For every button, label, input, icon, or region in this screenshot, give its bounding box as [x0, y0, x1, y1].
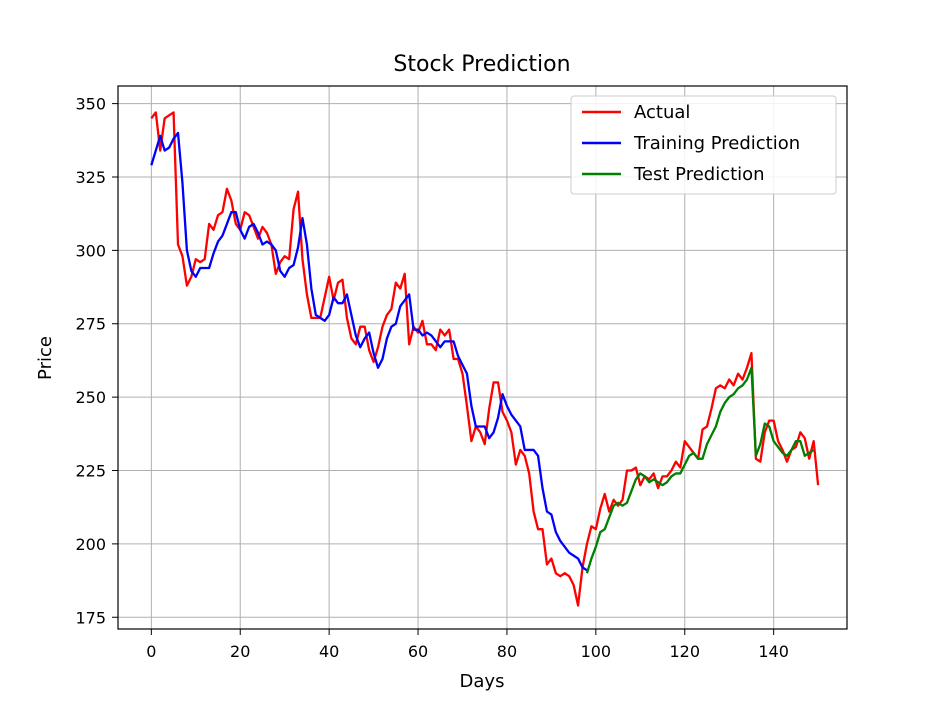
actual-series-line: [150, 111, 820, 607]
y-tick-label: 250: [75, 388, 106, 407]
legend-box: [570, 95, 837, 195]
y-tick-label: 175: [75, 608, 106, 627]
x-tick-label: 0: [146, 642, 156, 661]
y-tick-label: 300: [75, 241, 106, 260]
x-tick-label: 60: [408, 642, 428, 661]
x-tick-label: 80: [497, 642, 517, 661]
y-axis-label: Price: [35, 336, 56, 380]
axis-ticks: 0 20 40 60 80 100 120 140 175 200 225 250 275 300 325 3…: [75, 95, 788, 661]
x-axis-label: Days: [460, 671, 505, 692]
x-tick-label: 120: [669, 642, 700, 661]
y-tick-label: 325: [75, 168, 106, 187]
legend-label-training: Training Prediction: [633, 133, 800, 154]
series-layer: [150, 111, 820, 607]
legend-label-test: Test Prediction: [633, 164, 765, 185]
chart-title: Stock Prediction: [393, 52, 570, 77]
y-tick-label: 275: [75, 315, 106, 334]
y-tick-label: 225: [75, 462, 106, 481]
training-prediction-series-line: [150, 131, 588, 572]
y-tick-label: 200: [75, 535, 106, 554]
y-tick-label: 350: [75, 95, 106, 114]
test-prediction-series-line: [585, 366, 815, 574]
x-tick-label: 100: [581, 642, 612, 661]
x-tick-label: 20: [230, 642, 250, 661]
x-tick-label: 140: [758, 642, 789, 661]
x-tick-label: 40: [319, 642, 339, 661]
legend: Actual Training Prediction Test Predicti…: [570, 95, 837, 195]
plot-frame: [117, 85, 848, 630]
legend-label-actual: Actual: [634, 102, 690, 123]
